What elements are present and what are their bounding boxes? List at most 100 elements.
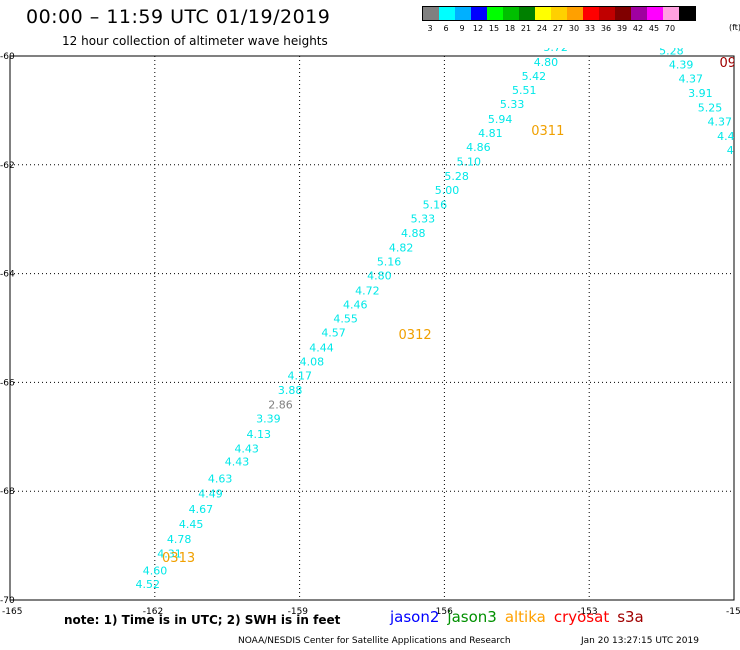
swh-point-label: 4.08 [300, 356, 325, 369]
color-label-14: 45 [648, 24, 660, 33]
swh-point-label: 4.44 [309, 341, 334, 354]
color-label-12: 39 [616, 24, 628, 33]
time-label: 0911 [720, 56, 740, 71]
swh-point-label: 5.16 [377, 255, 402, 268]
swh-point-label: 4.37 [707, 116, 732, 129]
swh-point-label: 5.33 [411, 212, 436, 225]
chart-title: 00:00 – 11:59 UTC 01/19/2019 [26, 6, 331, 28]
y-tick-label: -62 [0, 161, 15, 171]
y-tick-label: -66 [0, 378, 15, 388]
swh-point-label: 4.31 [157, 548, 182, 561]
time-label: 0311 [531, 124, 564, 139]
swh-point-label: 3.91 [688, 87, 713, 100]
color-label-11: 36 [600, 24, 612, 33]
swh-point-label: 4.37 [678, 73, 703, 86]
color-label-4: 15 [488, 24, 500, 33]
swh-point-label: 5.28 [444, 170, 469, 183]
color-label-3: 12 [472, 24, 484, 33]
color-swatch-6 [519, 7, 535, 20]
swh-point-label: 5.28 [659, 44, 684, 57]
footer-note: note: 1) Time is in UTC; 2) SWH is in fe… [64, 613, 341, 627]
color-swatch-16 [679, 7, 695, 20]
swh-point-label: 2.86 [268, 399, 293, 412]
color-swatch-5 [503, 7, 519, 20]
y-tick-label: -60 [0, 52, 15, 62]
swh-point-label: 5.94 [488, 113, 512, 126]
swh-point-label: 5.21 [650, 30, 675, 43]
swh-point-label: 4.43 [234, 443, 259, 456]
color-label-1: 6 [443, 24, 449, 33]
swh-point-label: 5.25 [698, 101, 723, 114]
plot-frame [9, 55, 735, 601]
swh-point-label: 5.43 [577, 0, 602, 12]
x-tick-label: -159 [288, 607, 309, 617]
y-tick-label: -70 [0, 596, 15, 606]
color-swatch-2 [455, 7, 471, 20]
color-swatch-13 [631, 7, 647, 20]
color-scale-unit: (ft) [729, 23, 740, 32]
color-swatch-4 [487, 7, 503, 20]
swh-point-label: 4.88 [555, 27, 580, 40]
swh-point-label: 5.72 [543, 41, 568, 54]
swh-point-label: 4.60 [143, 564, 168, 577]
swh-point-label: 4.46 [343, 298, 368, 311]
color-label-8: 27 [552, 24, 564, 33]
legend-jason3: jason3 [447, 608, 497, 626]
color-scale-legend: 3 6 9 12 15 18 21 24 27 30 33 36 39 42 45 70 (ft) [422, 6, 740, 33]
color-label-6: 21 [520, 24, 532, 33]
satellite-legend: jason2 jason3 altika cryosat s3a [390, 608, 652, 626]
color-label-9: 30 [568, 24, 580, 33]
swh-point-label: 4.45 [179, 518, 204, 531]
swh-point-label: 4.76 [727, 144, 740, 157]
color-swatch-9 [567, 7, 583, 20]
color-swatch-1 [439, 7, 455, 20]
x-tick-label: -15 [726, 607, 740, 617]
generated-timestamp: Jan 20 13:27:15 UTC 2019 [581, 636, 699, 646]
swh-point-label: 4.86 [466, 141, 491, 154]
color-swatch-15 [663, 7, 679, 20]
legend-jason2: jason2 [390, 608, 440, 626]
color-swatch-14 [647, 7, 663, 20]
swh-point-label: 5.67 [565, 13, 590, 26]
legend-s3a: s3a [617, 608, 644, 626]
swh-point-label: 4.39 [669, 59, 694, 72]
swh-point-label: 4.17 [288, 370, 313, 383]
color-label-10: 33 [584, 24, 596, 33]
swh-point-label: 5.10 [456, 155, 481, 168]
y-tick-label: -68 [0, 487, 15, 497]
swh-point-label: 3.39 [256, 413, 281, 426]
legend-cryosat: cryosat [553, 608, 610, 626]
color-label-0: 3 [427, 24, 433, 33]
y-tick-label: -64 [0, 270, 15, 280]
swh-point-label: 4.80 [367, 270, 392, 283]
color-swatch-7 [535, 7, 551, 20]
color-swatch-0 [423, 7, 439, 20]
swh-point-label: 4.78 [167, 533, 192, 546]
swh-point-label: 5.51 [512, 84, 537, 97]
swh-point-label: 4.52 [135, 578, 160, 591]
color-label-5: 18 [504, 24, 516, 33]
swh-point-label: 4.57 [321, 327, 346, 340]
color-swatch-12 [615, 7, 631, 20]
data-points-group: 4.524.60 4.31 4.78 4.45 4.67 4.49 4.63 4.434.43… [135, 0, 740, 591]
swh-point-label: 6.33 [630, 1, 655, 14]
swh-point-label: 4.13 [247, 428, 271, 441]
color-swatch-11 [599, 7, 615, 20]
swh-point-label: 4.55 [333, 313, 358, 326]
color-swatch-3 [471, 7, 487, 20]
x-tick-label: -153 [577, 607, 597, 617]
time-label: 0313 [162, 551, 195, 566]
color-scale-swatches [422, 6, 696, 21]
swh-point-label: 4.49 [198, 488, 223, 501]
x-tick-label: -156 [432, 607, 453, 617]
swh-point-label: 4.82 [389, 241, 414, 254]
swh-point-label: 5.00 [435, 184, 460, 197]
swh-point-label: 3.88 [278, 384, 303, 397]
swh-point-label: 4.63 [208, 472, 233, 485]
swh-point-label: 4.81 [478, 127, 503, 140]
color-scale-labels: 3 6 9 12 15 18 21 24 27 30 33 36 39 42 45 70 [422, 24, 696, 33]
swh-point-label: 5.16 [423, 198, 448, 211]
time-label: 0312 [399, 328, 432, 343]
credit-text: NOAA/NESDIS Center for Satellite Applica… [238, 636, 511, 646]
